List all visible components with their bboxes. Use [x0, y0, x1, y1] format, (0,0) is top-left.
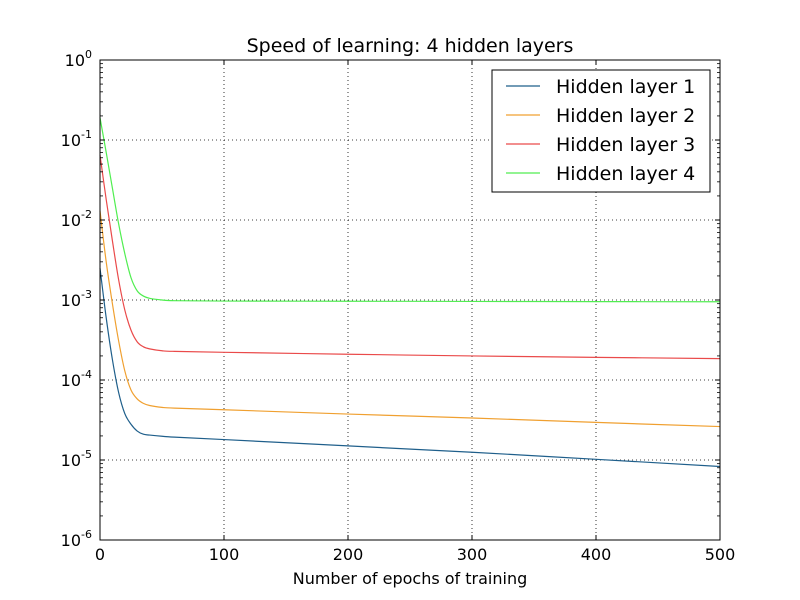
legend-label: Hidden layer 1 [556, 76, 695, 98]
y-axis-ticks: 100 10-1 10-2 10-3 10-4 10-5 10-6 [61, 48, 720, 550]
x-tick-label: 0 [95, 545, 105, 564]
y-tick-label: 10-6 [61, 528, 92, 550]
series-line-2 [99, 210, 721, 428]
legend-label: Hidden layer 3 [556, 134, 695, 156]
x-tick-label: 200 [333, 545, 364, 564]
x-tick-label: 400 [581, 545, 612, 564]
series-line-1 [99, 268, 721, 468]
legend: Hidden layer 1 Hidden layer 2 Hidden layer… [491, 69, 711, 193]
y-tick-label: 10-1 [61, 128, 92, 150]
x-tick-label: 100 [209, 545, 240, 564]
chart-title: Speed of learning: 4 hidden layers [247, 35, 574, 57]
legend-box [491, 69, 711, 193]
legend-label: Hidden layer 4 [556, 163, 695, 185]
y-tick-label: 10-3 [61, 288, 92, 310]
x-axis-ticks: 0 100 200 300 400 500 [95, 60, 735, 564]
y-tick-label: 10-5 [61, 448, 92, 470]
y-tick-label: 10-4 [61, 368, 92, 390]
legend-label: Hidden layer 2 [556, 105, 695, 127]
y-tick-label: 10-2 [61, 208, 92, 230]
x-tick-label: 300 [457, 545, 488, 564]
series-line-4 [99, 117, 721, 303]
y-tick-label: 100 [65, 48, 92, 70]
x-axis-label: Number of epochs of training [293, 569, 528, 588]
series-line-3 [99, 154, 721, 360]
x-tick-label: 500 [705, 545, 736, 564]
plot-lines [99, 117, 721, 468]
